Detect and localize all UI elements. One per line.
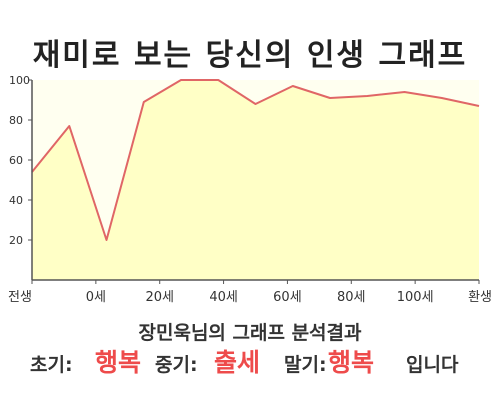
x-tick-label: 환생 [468, 290, 492, 305]
x-tick-label: 전생 [8, 290, 32, 305]
x-tick-group: 전생 0세 20세 40세 60세 80세 100세 환생 [8, 280, 492, 305]
x-tick-label: 100세 [397, 290, 434, 305]
series-line [31, 79, 480, 241]
x-tick-label: 80세 [337, 290, 366, 305]
early-value: 행복 [95, 348, 142, 377]
analysis-summary: 장민욱님의 그래프 분석결과 [138, 322, 362, 344]
x-tick-label: 20세 [145, 290, 174, 305]
y-tick-label: 60 [9, 154, 23, 167]
y-tick-label: 100 [9, 74, 30, 87]
closing-text: 입니다 [406, 354, 459, 376]
chart-title: 재미로 보는 당신의 인생 그래프 [32, 38, 468, 73]
series-area-fill [32, 80, 479, 280]
middle-label: 중기: [155, 354, 198, 376]
late-value: 행복 [328, 348, 375, 377]
y-tick-group: 20 40 60 80 100 [9, 74, 32, 247]
y-tick-label: 40 [9, 194, 23, 207]
late-label: 말기: [284, 354, 327, 376]
middle-value: 출세 [214, 348, 261, 377]
early-label: 초기: [30, 354, 73, 376]
y-tick-label: 20 [9, 234, 23, 247]
x-tick-label: 0세 [86, 290, 106, 305]
y-tick-label: 80 [9, 114, 23, 127]
x-tick-label: 40세 [209, 290, 238, 305]
x-tick-label: 60세 [273, 290, 302, 305]
result-row: 초기: 행복 중기: 출세 말기: 행복 입니다 [0, 345, 500, 385]
life-graph-chart: 20 40 60 80 100 전생 0세 20세 40세 60세 80세 100세 환생 [8, 74, 492, 305]
